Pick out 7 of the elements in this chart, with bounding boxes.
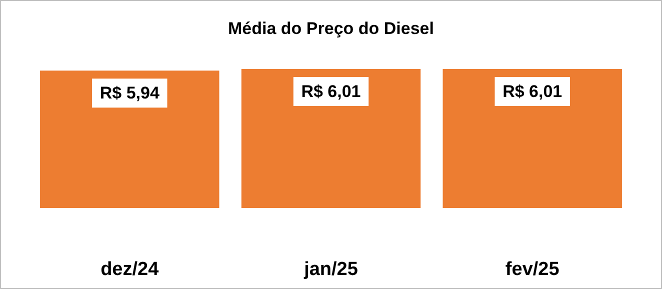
chart-title: Média do Preço do Diesel <box>228 19 434 38</box>
data-label: R$ 5,94 <box>100 84 160 103</box>
x-tick-label: dez/24 <box>100 259 160 280</box>
data-label: R$ 6,01 <box>502 82 562 102</box>
x-tick-label: fev/25 <box>505 259 560 280</box>
data-label: R$ 6,01 <box>301 82 361 102</box>
x-tick-label: jan/25 <box>303 259 358 280</box>
